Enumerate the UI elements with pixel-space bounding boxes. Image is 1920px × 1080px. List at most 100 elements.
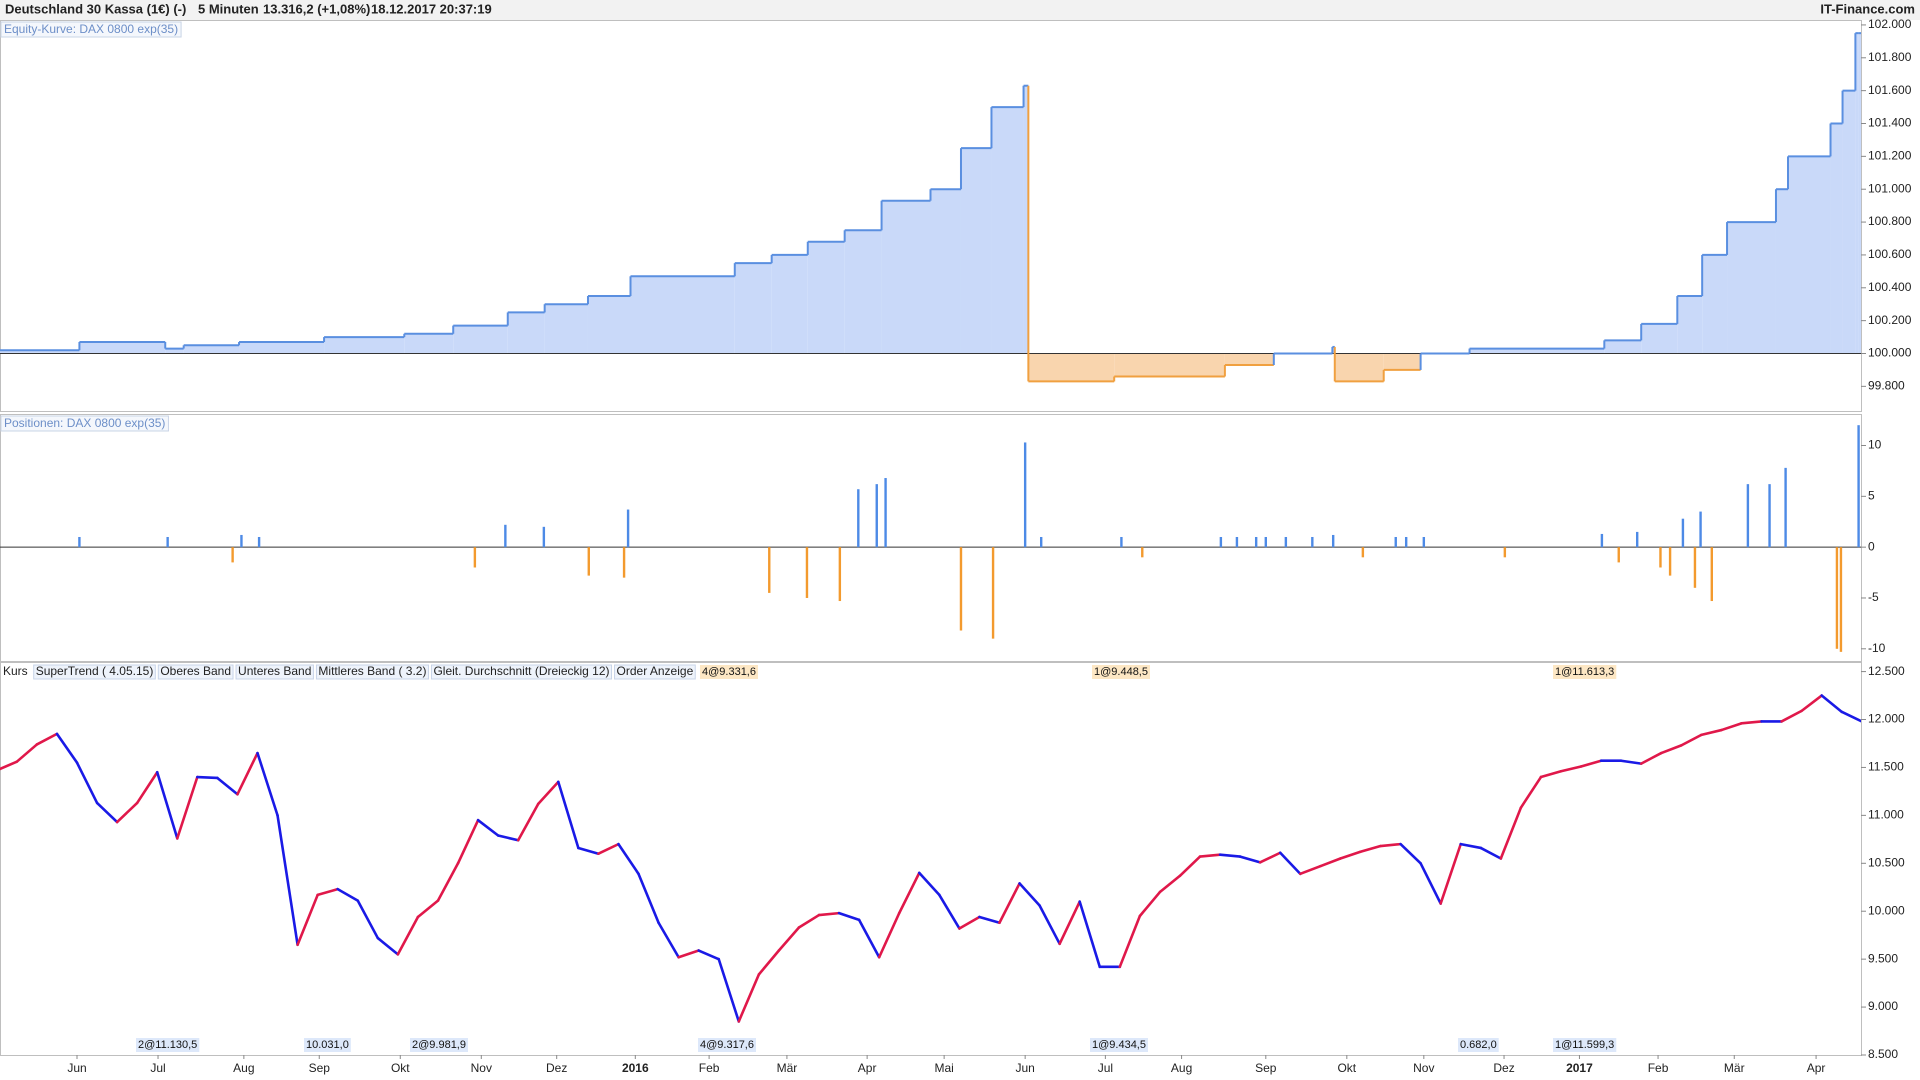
price-segment xyxy=(617,842,640,876)
price-segment xyxy=(717,957,741,1023)
price-segment xyxy=(1840,710,1861,723)
equity-area xyxy=(881,200,931,354)
equity-area xyxy=(1788,156,1831,354)
legend-entry: Oberes Band xyxy=(160,664,231,678)
position-bar xyxy=(875,484,878,548)
price-segment xyxy=(216,776,239,796)
position-bar xyxy=(1857,425,1860,548)
panel-title-box xyxy=(0,415,169,432)
equity-area xyxy=(324,337,405,354)
price-segment xyxy=(456,818,480,865)
price-segment xyxy=(1820,694,1844,714)
equity-area xyxy=(844,230,882,354)
y-tick-label: 100.400 xyxy=(1868,280,1912,294)
price-segment xyxy=(637,872,660,925)
price-segment xyxy=(1258,851,1282,864)
price-segment xyxy=(15,743,39,763)
equity-area xyxy=(1332,346,1335,354)
price-segment xyxy=(296,893,319,947)
price-segment xyxy=(0,760,19,771)
price-segment xyxy=(697,949,721,961)
annotation-box xyxy=(136,1038,200,1052)
price-segment xyxy=(396,915,420,956)
price-segment xyxy=(115,801,139,824)
panel-title: Equity-Kurve: DAX 0800 exp(35) xyxy=(4,22,178,36)
position-bar xyxy=(587,547,590,576)
x-tick-label: 2017 xyxy=(1566,1061,1593,1075)
position-bar xyxy=(231,547,234,563)
price-segment xyxy=(316,887,340,897)
price-segment xyxy=(416,899,440,919)
annotation-box xyxy=(410,1038,468,1052)
price-segment xyxy=(1439,842,1463,905)
equity-area xyxy=(1858,33,1861,354)
price-segment xyxy=(1058,900,1081,946)
y-tick-label: 11.500 xyxy=(1868,760,1904,774)
equity-area xyxy=(734,263,772,354)
price-segment xyxy=(1659,744,1683,755)
interval: 5 Minuten xyxy=(198,1,259,16)
panel: 12.500 12.000 11.500 11.000 10.500 10.000 9.50… xyxy=(0,662,1905,1075)
position-bar xyxy=(1141,547,1144,558)
x-tick-label: Mai xyxy=(934,1061,953,1075)
y-tick-label: 10 xyxy=(1868,438,1882,452)
price-segment xyxy=(1720,722,1743,732)
price-segment xyxy=(757,949,781,976)
position-bar xyxy=(1784,467,1787,548)
equity-area xyxy=(1775,189,1789,354)
price-segment xyxy=(877,911,901,959)
price-segment xyxy=(55,732,79,764)
price-segment xyxy=(1218,853,1242,858)
x-tick-label: Apr xyxy=(1807,1061,1826,1075)
position-bar xyxy=(1659,547,1662,568)
price-segment xyxy=(236,751,259,796)
price-segment xyxy=(597,842,620,856)
price-segment xyxy=(1118,914,1142,969)
panel-frame xyxy=(0,662,1862,1056)
legend-box xyxy=(315,664,429,680)
price-segment xyxy=(797,913,821,929)
equity-area xyxy=(1855,33,1859,354)
y-tick-label: -10 xyxy=(1868,641,1886,655)
legend-box xyxy=(33,664,156,680)
position-bar xyxy=(1120,536,1123,548)
price-segment xyxy=(897,871,921,915)
price-segment xyxy=(356,899,380,940)
annotation-box xyxy=(700,665,758,679)
position-bar xyxy=(542,526,546,548)
position-bar xyxy=(1710,547,1713,602)
y-tick-label: 100.600 xyxy=(1868,247,1912,261)
equity-area xyxy=(1641,323,1678,354)
y-tick-label: 101.000 xyxy=(1868,181,1912,195)
price-segment xyxy=(1639,751,1663,765)
price-segment xyxy=(1379,842,1402,848)
panel-frame xyxy=(0,414,1862,662)
x-tick-label: Mär xyxy=(1724,1061,1745,1075)
x-tick-label: Dez xyxy=(1493,1061,1514,1075)
y-tick-label: 101.600 xyxy=(1868,83,1912,97)
price-segment xyxy=(657,921,680,959)
position-bar xyxy=(166,536,169,548)
price-segment xyxy=(135,770,159,805)
trade-annotation: 2@11.130,5 xyxy=(138,1039,197,1051)
equity-area xyxy=(1023,85,1029,354)
position-bar xyxy=(1284,536,1288,548)
price-segment xyxy=(175,775,199,840)
price-segment xyxy=(1559,765,1583,773)
price-segment xyxy=(857,918,881,959)
position-bar xyxy=(1039,536,1043,548)
price-segment xyxy=(1198,853,1222,858)
equity-area xyxy=(771,254,808,354)
equity-area xyxy=(1677,296,1703,354)
price-segment xyxy=(1298,864,1322,876)
position-bar xyxy=(78,536,81,548)
position-bar xyxy=(1699,511,1702,548)
position-bar xyxy=(1422,536,1426,548)
price-segment xyxy=(817,911,841,917)
price-segment xyxy=(196,775,219,780)
price-segment xyxy=(1499,806,1523,860)
plot-area xyxy=(0,425,1861,652)
price-segment xyxy=(777,926,801,952)
price-segment xyxy=(1519,775,1543,809)
legend-entry: Gleit. Durchschnitt (Dreieckig 12) xyxy=(433,664,609,678)
